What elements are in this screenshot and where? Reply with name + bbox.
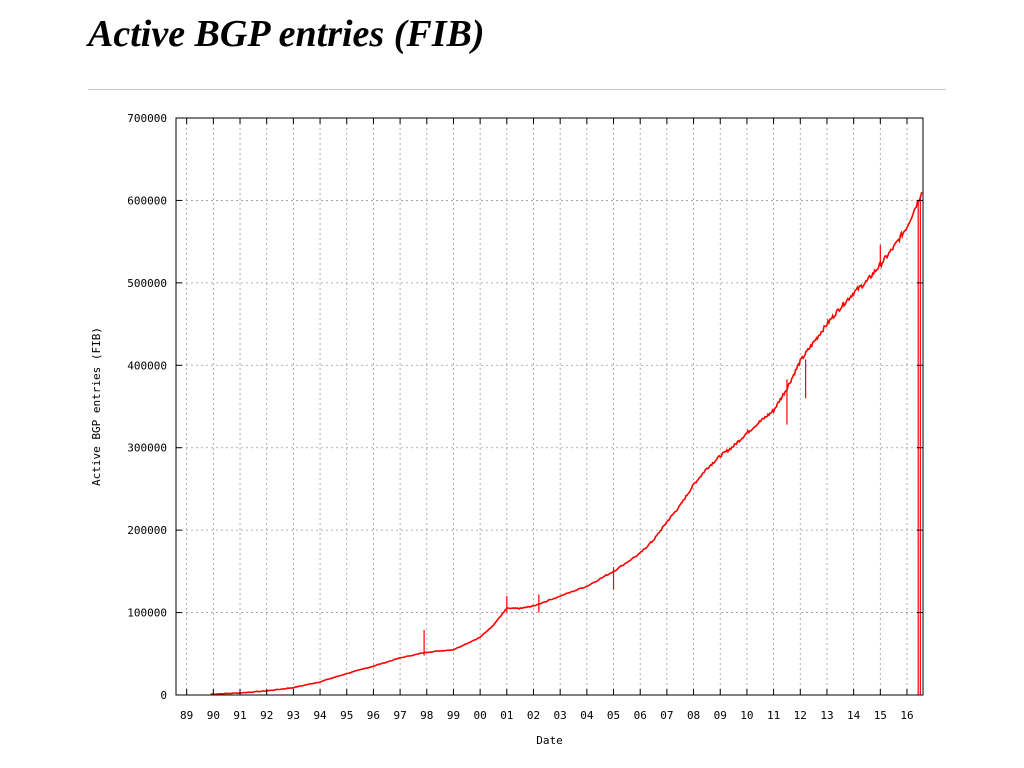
- x-tick-label: 13: [820, 709, 833, 722]
- x-tick-label: 14: [847, 709, 861, 722]
- series-layer: [210, 192, 923, 696]
- x-tick-label: 91: [233, 709, 246, 722]
- x-tick-label: 99: [447, 709, 460, 722]
- x-tick-label: 05: [607, 709, 620, 722]
- x-axis-label: Date: [536, 734, 563, 747]
- y-tick-label: 700000: [127, 112, 167, 125]
- x-tick-label: 89: [180, 709, 193, 722]
- x-tick-label: 90: [207, 709, 220, 722]
- x-tick-label: 98: [420, 709, 433, 722]
- y-axis-label: Active BGP entries (FIB): [90, 327, 103, 486]
- slide-title: Active BGP entries (FIB): [88, 13, 485, 55]
- x-tick-label: 09: [714, 709, 727, 722]
- y-tick-label: 400000: [127, 359, 167, 372]
- x-tick-label: 15: [874, 709, 887, 722]
- x-tick-label: 92: [260, 709, 273, 722]
- series-line: [210, 192, 923, 696]
- x-tick-label: 16: [900, 709, 913, 722]
- x-tick-label: 00: [474, 709, 487, 722]
- x-tick-label: 02: [527, 709, 540, 722]
- x-tick-label: 95: [340, 709, 353, 722]
- x-tick-label: 01: [500, 709, 513, 722]
- x-tick-label: 94: [313, 709, 327, 722]
- x-tick-label: 96: [367, 709, 380, 722]
- x-tick-label: 10: [740, 709, 753, 722]
- y-tick-label: 200000: [127, 524, 167, 537]
- x-tick-label: 97: [393, 709, 406, 722]
- axis-ticks: 0 100000 200000 300000 400000 500000 600000 700…: [127, 112, 923, 722]
- x-tick-label: 04: [580, 709, 594, 722]
- y-tick-label: 0: [160, 689, 167, 702]
- y-tick-label: 600000: [127, 194, 167, 207]
- x-tick-label: 07: [660, 709, 673, 722]
- plot-frame: [175, 117, 924, 696]
- y-tick-label: 100000: [127, 607, 167, 620]
- y-tick-label: 300000: [127, 442, 167, 455]
- x-tick-label: 11: [767, 709, 780, 722]
- y-tick-label: 500000: [127, 277, 167, 290]
- x-tick-label: 12: [794, 709, 807, 722]
- x-tick-label: 08: [687, 709, 700, 722]
- x-tick-label: 06: [634, 709, 647, 722]
- x-tick-label: 93: [287, 709, 300, 722]
- x-tick-label: 03: [554, 709, 567, 722]
- grid-lines: [176, 118, 923, 695]
- title-divider: [88, 89, 946, 90]
